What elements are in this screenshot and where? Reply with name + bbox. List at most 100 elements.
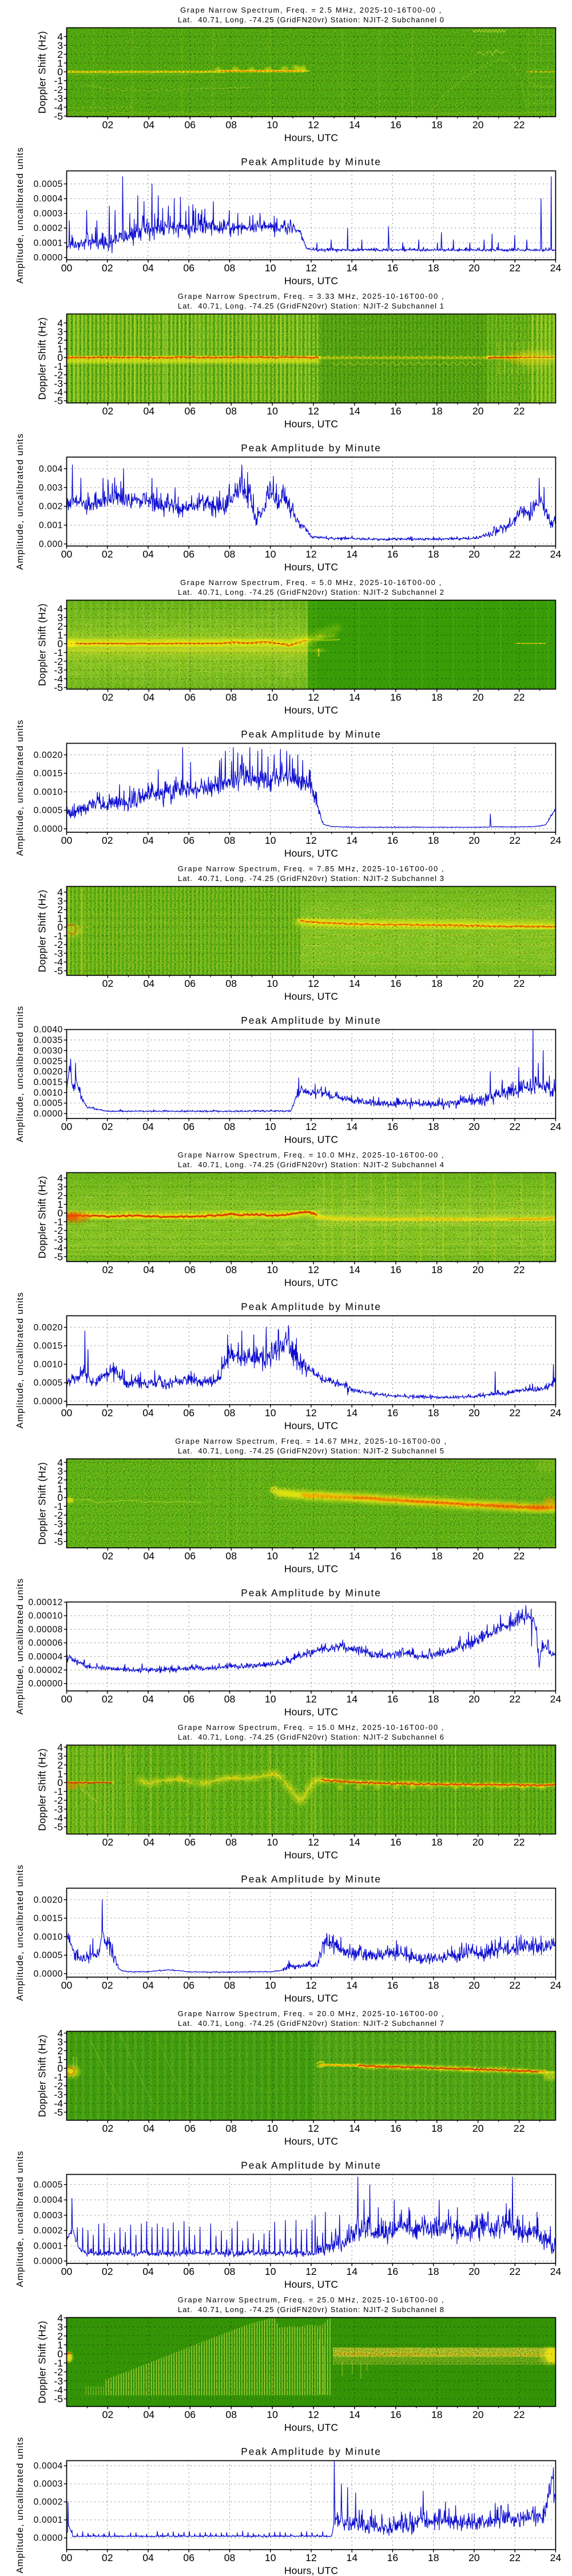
svg-text:-5: -5 <box>54 682 63 693</box>
svg-text:14: 14 <box>349 1264 360 1275</box>
svg-text:12: 12 <box>305 1693 317 1705</box>
svg-text:14: 14 <box>346 262 357 274</box>
svg-text:20: 20 <box>472 692 484 703</box>
svg-text:0.0000: 0.0000 <box>34 1969 63 1979</box>
svg-text:1: 1 <box>57 57 63 69</box>
svg-text:02: 02 <box>102 1407 113 1419</box>
svg-text:Lat. 40.71, Long. -74.25 (Gri: Lat. 40.71, Long. -74.25 (GridFN20vr) St… <box>178 1160 444 1169</box>
svg-text:0.0035: 0.0035 <box>34 1036 63 1045</box>
svg-text:20: 20 <box>468 1407 480 1419</box>
svg-text:-5: -5 <box>54 2107 63 2118</box>
svg-text:Lat. 40.71, Long. -74.25 (Gri: Lat. 40.71, Long. -74.25 (GridFN20vr) St… <box>178 302 444 310</box>
svg-text:08: 08 <box>224 835 236 846</box>
svg-text:Lat. 40.71, Long. -74.25 (Gri: Lat. 40.71, Long. -74.25 (GridFN20vr) St… <box>178 2019 444 2028</box>
svg-text:14: 14 <box>349 1836 360 1848</box>
svg-text:14: 14 <box>346 548 357 560</box>
svg-text:14: 14 <box>346 2266 357 2277</box>
svg-text:02: 02 <box>102 1550 114 1562</box>
svg-text:0.0003: 0.0003 <box>34 2479 63 2489</box>
svg-text:0.0004: 0.0004 <box>34 2462 63 2471</box>
svg-text:16: 16 <box>390 978 402 989</box>
svg-text:08: 08 <box>224 548 236 560</box>
svg-text:1: 1 <box>57 2340 63 2351</box>
svg-text:3: 3 <box>57 1465 63 1477</box>
svg-text:Doppler Shift (Hz): Doppler Shift (Hz) <box>37 2034 48 2117</box>
svg-text:12: 12 <box>305 835 317 846</box>
svg-text:3: 3 <box>57 326 63 337</box>
svg-text:1: 1 <box>57 913 63 924</box>
svg-text:12: 12 <box>308 692 319 703</box>
svg-text:02: 02 <box>102 2266 113 2277</box>
svg-text:Doppler Shift (Hz): Doppler Shift (Hz) <box>37 31 48 113</box>
svg-text:0.0000: 0.0000 <box>34 824 63 834</box>
svg-text:Hours, UTC: Hours, UTC <box>284 1133 338 1145</box>
svg-text:04: 04 <box>142 548 154 560</box>
svg-text:-3: -3 <box>54 93 63 104</box>
svg-text:20: 20 <box>472 2409 484 2420</box>
svg-text:Peak Amplitude by Minute: Peak Amplitude by Minute <box>241 2160 381 2171</box>
svg-text:-3: -3 <box>54 378 63 389</box>
svg-text:4: 4 <box>57 603 63 615</box>
svg-text:0.000: 0.000 <box>39 540 63 550</box>
svg-text:08: 08 <box>225 1264 237 1275</box>
svg-text:16: 16 <box>387 1407 399 1419</box>
svg-text:04: 04 <box>142 1980 154 1991</box>
svg-text:08: 08 <box>225 119 237 131</box>
svg-text:0.0000: 0.0000 <box>34 253 63 263</box>
svg-text:06: 06 <box>185 1264 196 1275</box>
svg-text:12: 12 <box>305 1121 317 1132</box>
svg-text:22: 22 <box>514 2409 525 2420</box>
svg-text:20: 20 <box>472 1264 484 1275</box>
svg-text:Grape Narrow Spectrum, Freq. =: Grape Narrow Spectrum, Freq. = 3.33 MHz,… <box>178 292 445 301</box>
svg-text:10: 10 <box>267 978 278 989</box>
svg-text:Hours, UTC: Hours, UTC <box>284 704 338 716</box>
svg-text:14: 14 <box>349 2123 360 2134</box>
svg-text:22: 22 <box>509 2266 521 2277</box>
svg-text:-2: -2 <box>54 2366 63 2378</box>
svg-text:20: 20 <box>472 2123 484 2134</box>
svg-text:06: 06 <box>185 405 196 417</box>
svg-text:20: 20 <box>472 1550 484 1562</box>
svg-text:0.0002: 0.0002 <box>34 2498 63 2507</box>
svg-text:0: 0 <box>57 638 63 650</box>
svg-text:-4: -4 <box>54 2098 63 2109</box>
svg-text:Peak Amplitude by Minute: Peak Amplitude by Minute <box>241 1587 381 1599</box>
svg-text:04: 04 <box>142 1121 154 1132</box>
svg-text:0.0020: 0.0020 <box>34 1323 63 1333</box>
svg-text:04: 04 <box>144 978 155 989</box>
svg-text:-2: -2 <box>54 939 63 950</box>
svg-text:24: 24 <box>550 1693 562 1705</box>
svg-text:16: 16 <box>387 1693 399 1705</box>
svg-text:16: 16 <box>387 548 399 560</box>
svg-text:Hours, UTC: Hours, UTC <box>284 2565 338 2576</box>
svg-text:24: 24 <box>550 548 562 560</box>
svg-text:02: 02 <box>102 262 113 274</box>
svg-text:16: 16 <box>390 2123 402 2134</box>
svg-text:16: 16 <box>390 2409 402 2420</box>
svg-text:12: 12 <box>308 405 319 417</box>
svg-text:3: 3 <box>57 1751 63 1762</box>
svg-text:02: 02 <box>102 835 113 846</box>
svg-text:-1: -1 <box>54 1501 63 1512</box>
svg-text:Grape Narrow Spectrum, Freq. =: Grape Narrow Spectrum, Freq. = 5.0 MHz, … <box>180 578 442 587</box>
svg-text:-3: -3 <box>54 947 63 959</box>
svg-text:22: 22 <box>514 2123 525 2134</box>
svg-text:Peak Amplitude by Minute: Peak Amplitude by Minute <box>241 1015 381 1026</box>
svg-text:Lat. 40.71, Long. -74.25 (Gri: Lat. 40.71, Long. -74.25 (GridFN20vr) St… <box>178 588 444 596</box>
svg-text:04: 04 <box>142 1693 154 1705</box>
svg-text:16: 16 <box>390 692 402 703</box>
svg-text:-5: -5 <box>54 1251 63 1262</box>
svg-text:10: 10 <box>265 1121 276 1132</box>
svg-text:08: 08 <box>225 2123 237 2134</box>
svg-text:02: 02 <box>102 1264 114 1275</box>
svg-text:Grape Narrow Spectrum, Freq. =: Grape Narrow Spectrum, Freq. = 10.0 MHz,… <box>178 1151 445 1159</box>
svg-text:Hours, UTC: Hours, UTC <box>284 847 338 859</box>
svg-text:06: 06 <box>185 692 196 703</box>
svg-text:04: 04 <box>144 1264 155 1275</box>
svg-text:Hours, UTC: Hours, UTC <box>284 1706 338 1717</box>
svg-text:3: 3 <box>57 2036 63 2048</box>
svg-text:Grape Narrow Spectrum, Freq. =: Grape Narrow Spectrum, Freq. = 25.0 MHz,… <box>178 2296 445 2304</box>
svg-text:Hours, UTC: Hours, UTC <box>284 2135 338 2147</box>
svg-text:2: 2 <box>57 2330 63 2342</box>
svg-text:00: 00 <box>61 1407 73 1419</box>
